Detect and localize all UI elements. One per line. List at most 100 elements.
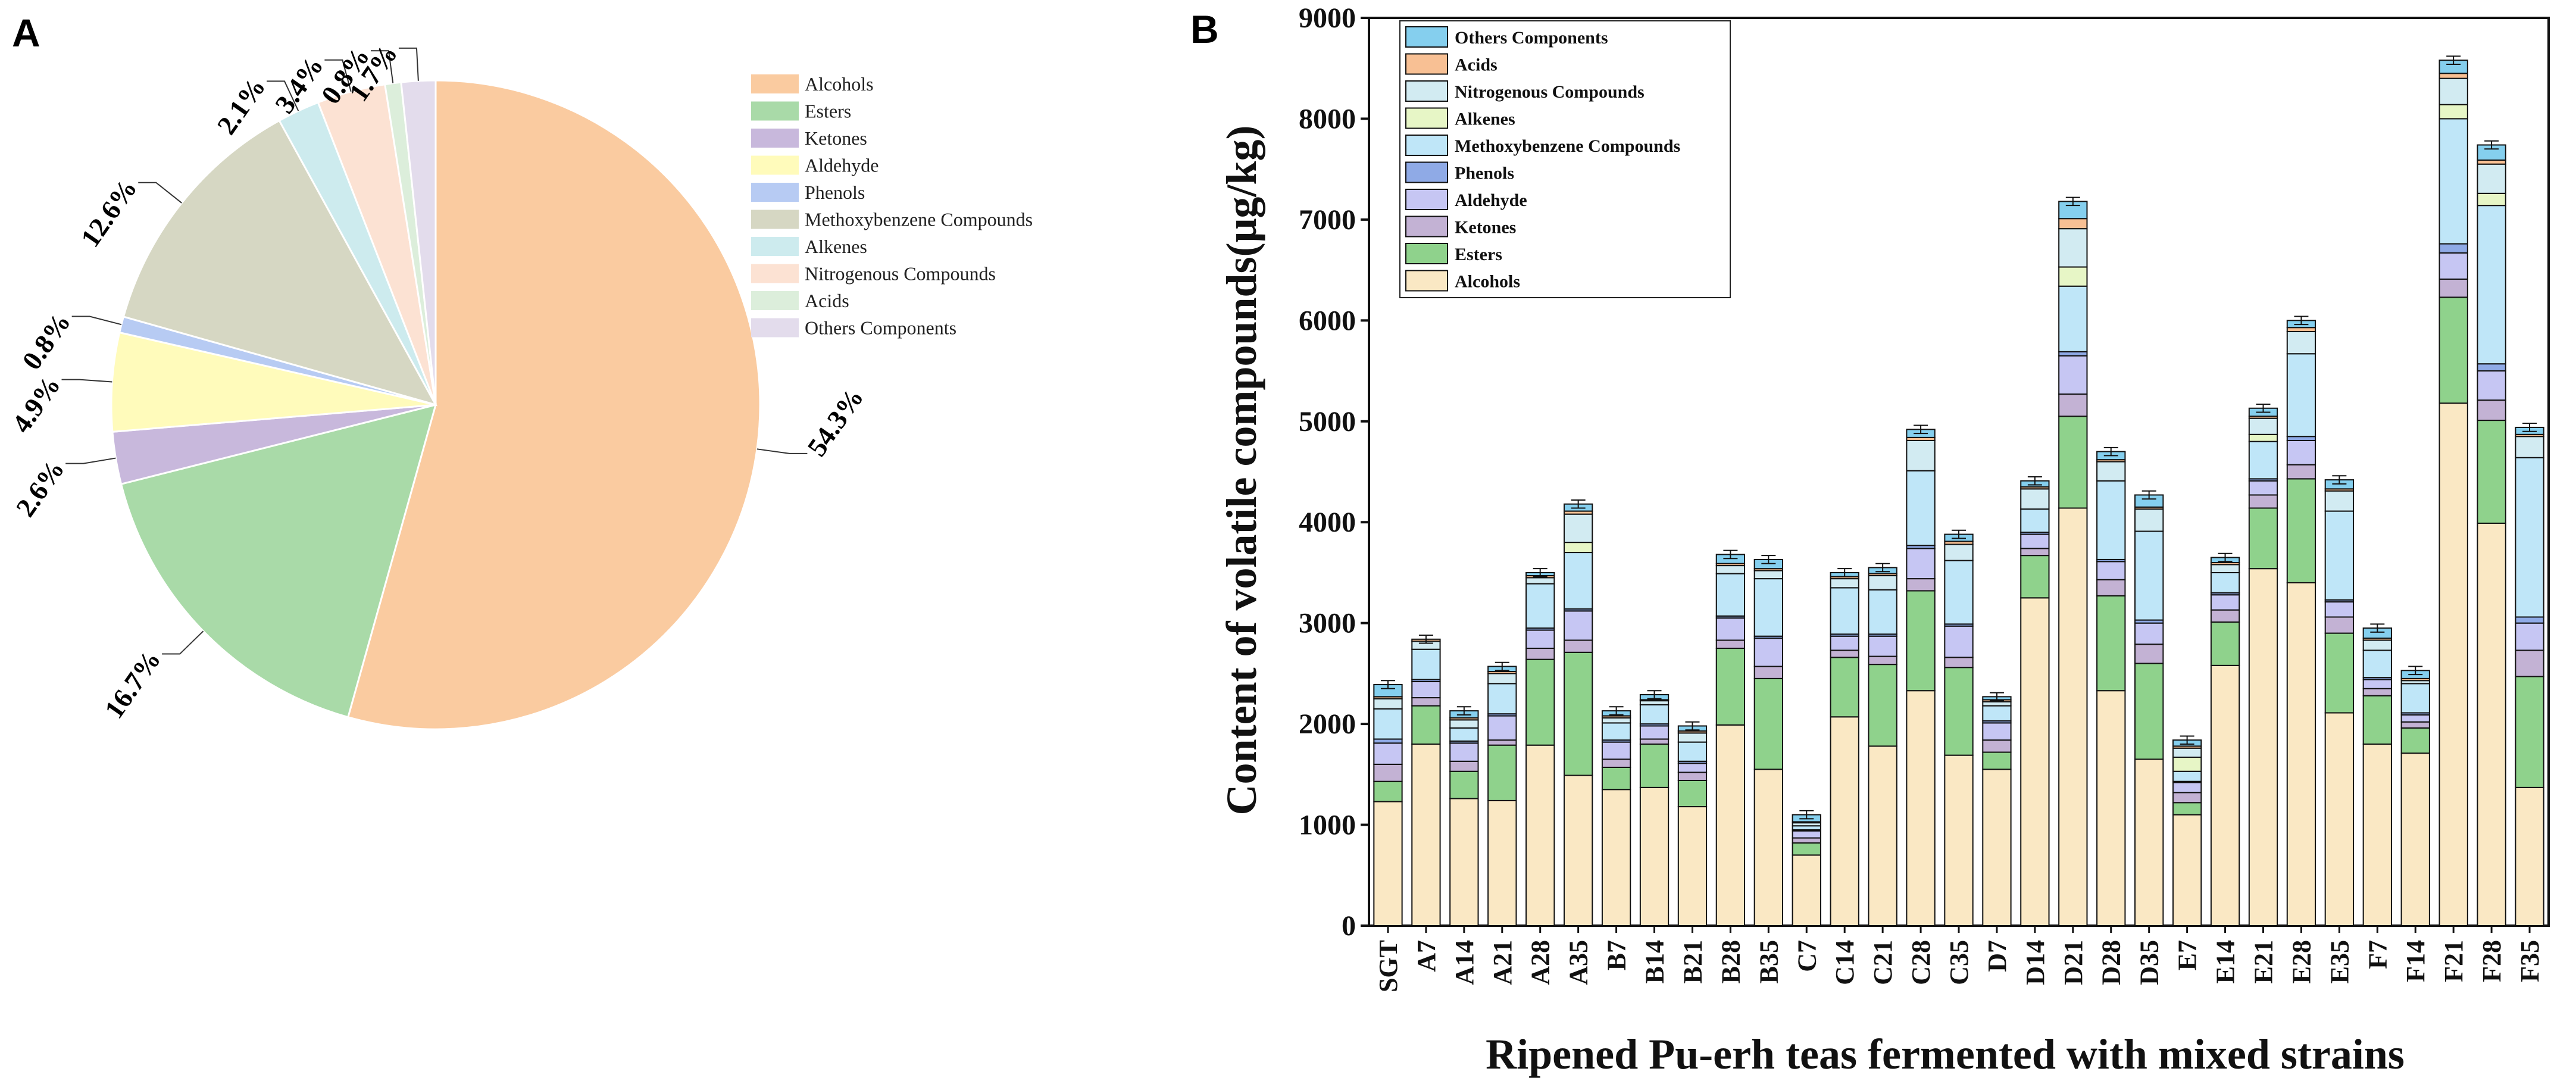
- error-bar: [1609, 706, 1624, 716]
- bar-segment-f28-acids: [2477, 159, 2506, 165]
- error-bar: [2065, 196, 2080, 207]
- bar-segment-b28-alcohols: [1715, 724, 1746, 926]
- x-tick-label-c35: C35: [1944, 940, 1974, 985]
- legend-a-label-others-components: Others Components: [805, 317, 956, 339]
- pie-slice-aldehyde: [110, 331, 436, 433]
- bar-segment-a21-alcohols: [1487, 799, 1517, 927]
- pie-leader-nitrogenous-compounds: [324, 59, 352, 92]
- error-bar: [1761, 555, 1776, 564]
- bar-segment-d21-ketones: [2058, 393, 2088, 417]
- error-bar: [1837, 568, 1852, 577]
- bar-segment-c21-nitrogenous-compounds: [1868, 575, 1897, 591]
- y-tick-label: 8000: [1299, 103, 1356, 135]
- bar-segment-e14-alcohols: [2210, 664, 2240, 927]
- x-tick-label-c21: C21: [1868, 940, 1897, 985]
- bar-segment-f21-phenols: [2439, 243, 2468, 254]
- bar-segment-d28-nitrogenous-compounds: [2096, 461, 2126, 482]
- bar-segment-a21-nitrogenous-compounds: [1487, 673, 1517, 685]
- error-bar: [1799, 810, 1814, 820]
- x-tick-label-a35: A35: [1564, 940, 1593, 985]
- bar-segment-d28-methoxybenzene-compounds: [2096, 480, 2126, 560]
- bar-segment-f28-phenols: [2477, 363, 2506, 372]
- error-bar: [2408, 666, 2423, 676]
- bar-segment-f28-ketones: [2477, 399, 2506, 421]
- panel-a-letter: A: [12, 11, 40, 55]
- bar-segment-f28-alcohols: [2477, 522, 2506, 926]
- bar-segment-e28-aldehyde: [2286, 439, 2316, 466]
- pie-label-ketones: 2.6%: [10, 454, 70, 522]
- bar-segment-e21-ketones: [2248, 494, 2278, 509]
- error-bar: [1533, 568, 1548, 577]
- bar-segment-f21-esters: [2439, 296, 2468, 404]
- legend-a-swatch-aldehyde: [751, 155, 799, 175]
- bar-segment-sgt-esters: [1373, 780, 1403, 802]
- bar-segment-a14-methoxybenzene-compounds: [1449, 727, 1479, 742]
- x-tick-label-e7: E7: [2173, 940, 2202, 970]
- bar-segment-a14-nitrogenous-compounds: [1449, 719, 1479, 729]
- error-bar: [2294, 316, 2309, 326]
- y-tick-label: 4000: [1299, 507, 1356, 538]
- legend-b-label-ketones: Ketones: [1455, 218, 1516, 238]
- bar-segment-c35-aldehyde: [1944, 625, 1974, 658]
- bar-segment-b7-esters: [1601, 766, 1631, 791]
- x-tick-label-b14: B14: [1640, 940, 1670, 983]
- error-bar: [1380, 680, 1395, 689]
- y-tick-label: 9000: [1299, 2, 1356, 34]
- legend-b-box: [1399, 20, 1731, 298]
- bar-segment-b14-alcohols: [1639, 786, 1670, 926]
- error-bar: [1914, 424, 1928, 435]
- bar-segment-a35-methoxybenzene-compounds: [1563, 552, 1593, 610]
- bar-segment-b35-alcohols: [1753, 769, 1783, 926]
- bar-segment-f35-methoxybenzene-compounds: [2515, 457, 2544, 618]
- pie-leader-aldehyde: [61, 379, 112, 383]
- x-tick-label-b21: B21: [1678, 940, 1707, 983]
- bar-segment-f7-aldehyde: [2362, 679, 2392, 689]
- bar-segment-e28-alcohols: [2286, 582, 2316, 926]
- legend-b-swatch-phenols: [1405, 161, 1448, 183]
- bar-segment-f28-nitrogenous-compounds: [2477, 163, 2506, 194]
- legend-b-swatch-ketones: [1405, 215, 1448, 238]
- error-bar: [1418, 635, 1433, 644]
- bar-segment-d14-aldehyde: [2020, 533, 2050, 549]
- bar-segment-c28-methoxybenzene-compounds: [1906, 470, 1936, 546]
- x-tick-label-sgt: SGT: [1374, 940, 1403, 992]
- bar-segment-d21-phenols: [2058, 351, 2088, 357]
- legend-b-label-alkenes: Alkenes: [1455, 110, 1515, 129]
- bar-legend: Others Components Acids Nitrogenous Compou…: [1399, 20, 1731, 298]
- bar-segment-d21-esters: [2058, 416, 2088, 509]
- bar-segment-d28-alcohols: [2096, 690, 2126, 926]
- bar-segment-f7-alcohols: [2362, 744, 2392, 926]
- bar-segment-a28-ketones: [1525, 648, 1555, 660]
- x-axis-title: Ripened Pu-erh teas fermented with mixed…: [1486, 1030, 2405, 1078]
- pie-leader-alkenes: [267, 80, 299, 111]
- error-bar: [2484, 140, 2499, 150]
- bar-segment-e35-ketones: [2324, 616, 2355, 634]
- pie-label-alcohols: 54.3%: [801, 383, 869, 462]
- pie-label-esters: 16.7%: [98, 645, 166, 724]
- legend-a-swatch-alcohols: [751, 74, 799, 93]
- bar-segment-f7-ketones: [2362, 688, 2392, 696]
- bar-segment-c28-aldehyde: [1906, 548, 1936, 580]
- bar-segment-c14-alcohols: [1830, 716, 1859, 926]
- bar-segment-b21-alcohols: [1677, 806, 1708, 926]
- bar-segment-e28-acids: [2286, 327, 2316, 332]
- bar-segment-e7-methoxybenzene-compounds: [2172, 770, 2202, 782]
- x-tick-label-d21: D21: [2059, 940, 2088, 985]
- bar-segment-d35-methoxybenzene-compounds: [2134, 530, 2164, 621]
- bar-segment-b35-ketones: [1753, 666, 1783, 679]
- error-bar: [1571, 499, 1586, 509]
- bar-segment-b7-aldehyde: [1601, 741, 1631, 760]
- bar-segment-a35-ketones: [1563, 639, 1593, 653]
- pie-label-methoxybenzene-compounds: 12.6%: [75, 173, 143, 252]
- bar-segment-e7-nitrogenous-compounds: [2172, 747, 2202, 758]
- x-tick-label-b7: B7: [1602, 940, 1631, 970]
- bar-segment-f14-ketones: [2400, 721, 2430, 729]
- bar-segment-c14-nitrogenous-compounds: [1830, 578, 1859, 589]
- bar-segment-e14-aldehyde: [2210, 594, 2240, 611]
- x-tick-label-d7: D7: [1983, 940, 2012, 972]
- error-bar: [2027, 476, 2042, 486]
- bar-segment-f28-alkenes: [2477, 192, 2506, 207]
- bar-segment-d35-ketones: [2134, 644, 2164, 664]
- bar-segment-a14-alcohols: [1449, 798, 1479, 926]
- bar-segment-c7-esters: [1792, 842, 1821, 856]
